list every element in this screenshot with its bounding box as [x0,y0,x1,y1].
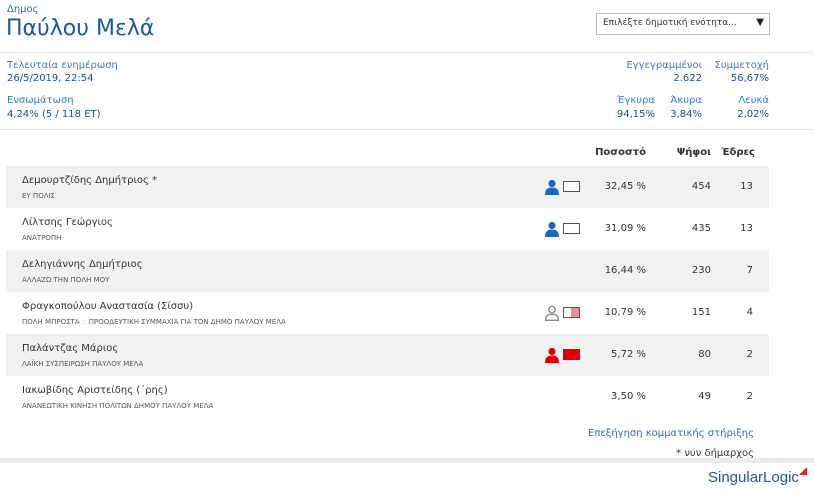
turnout-value: 56,67% [730,73,769,84]
candidate-name: Φραγκοπούλου Αναστασία (Σίσσυ) [22,301,194,312]
candidate-votes: 435 [691,223,711,234]
select-placeholder: Επιλέξτε δημοτική ενότητα... [603,18,737,28]
flag-icon [563,223,580,234]
blank-label: Λευκά [738,95,769,106]
candidate-row[interactable]: Δεμουρτζίδης Δημήτριος * ΕΥ ΠΟΛΙΣ 32,45 … [6,166,769,208]
column-header-seats: Έδρες [721,147,755,158]
person-icon [545,347,559,363]
flag-icon [563,181,580,192]
candidate-party: ΑΛΛΑΖΩ ΤΗΝ ΠΟΛΗ ΜΟΥ [22,276,110,284]
candidate-row[interactable]: Ιακωβίδης Αριστείδης (΄ρης) ΑΝΑΝΕΩΤΙΚΗ Κ… [6,376,769,418]
last-update-value: 26/5/2019, 22:54 [7,73,94,84]
candidate-name: Λίλτσης Γεώργιος [22,217,113,228]
candidate-row[interactable]: Δεληγιάννης Δημήτριος ΑΛΛΑΖΩ ΤΗΝ ΠΟΛΗ ΜΟ… [6,250,769,292]
candidate-votes: 49 [698,391,711,402]
chevron-down-icon: ▼ [756,17,764,28]
party-support [544,347,584,363]
flag-icon [563,349,580,360]
candidate-party: ΛΑΪΚΗ ΣΥΣΠΕΙΡΩΣΗ ΠΑΥΛΟΥ ΜΕΛΑ [22,360,144,368]
candidate-votes: 80 [698,349,711,360]
integration-value: 4,24% (5 / 118 ΕΤ) [7,109,101,120]
party-support-explanation-link[interactable]: Επεξήγηση κομματικής στήριξης [588,428,754,439]
candidate-name: Παλάντζας Μάριος [22,343,119,354]
municipality-label: Δημος [7,4,39,15]
candidate-percent: 31,09 % [604,223,646,234]
blank-value: 2,02% [737,109,769,120]
municipal-unit-select[interactable]: Επιλέξτε δημοτική ενότητα... ▼ [596,13,770,35]
candidate-seats: 13 [740,181,753,192]
candidate-name: Ιακωβίδης Αριστείδης (΄ρης) [22,385,168,396]
party-support [544,221,584,237]
turnout-label: Συμμετοχή [714,60,770,71]
person-icon [545,221,559,237]
page-title: Παύλου Μελά [6,16,155,41]
candidate-votes: 230 [691,265,711,276]
candidate-percent: 16,44 % [604,265,646,276]
candidate-votes: 151 [691,307,711,318]
candidate-seats: 4 [746,307,753,318]
candidate-row[interactable]: Λίλτσης Γεώργιος ΑΝΑΤΡΟΠΗ 31,09 % 435 13 [6,208,769,250]
flag-icon [563,307,580,318]
page-header: Δημος Παύλου Μελά Επιλέξτε δημοτική ενότ… [0,0,814,53]
candidate-percent: 32,45 % [604,181,646,192]
registered-label: Εγγεγραμμένοι [626,60,702,71]
footer-divider [0,458,814,463]
brand-text-2: Logic [763,469,799,486]
candidate-seats: 7 [746,265,753,276]
candidate-row[interactable]: Φραγκοπούλου Αναστασία (Σίσσυ) ΠΟΛΗ ΜΠΡΟ… [6,292,769,334]
party-support [544,179,584,195]
party-separator: :: [81,318,87,326]
candidate-seats: 13 [740,223,753,234]
column-header-votes: Ψήφοι [676,147,711,158]
candidate-party: ΠΟΛΗ ΜΠΡΟΣΤΑ :: ΠΡΟΟΔΕΥΤΙΚΗ ΣΥΜΜΑΧΙΑ ΓΙΑ… [22,318,286,326]
candidate-row[interactable]: Παλάντζας Μάριος ΛΑΪΚΗ ΣΥΣΠΕΙΡΩΣΗ ΠΑΥΛΟΥ… [6,334,769,376]
candidate-party: ΑΝΑΝΕΩΤΙΚΗ ΚΙΝΗΣΗ ΠΟΛΙΤΩΝ ΔΗΜΟΥ ΠΑΥΛΟΥ Μ… [22,402,214,410]
person-icon [545,179,559,195]
candidate-seats: 2 [746,349,753,360]
column-header-percent: Ποσοστό [595,147,646,158]
registered-value: 2.622 [673,73,702,84]
candidate-party: ΑΝΑΤΡΟΠΗ [22,234,62,242]
candidate-name: Δεμουρτζίδης Δημήτριος * [22,175,158,186]
candidate-percent: 3,50 % [611,391,646,402]
incumbent-note: * νυν δήμαρχος [676,448,754,459]
integration-label: Ενσωμάτωση [7,95,74,106]
party-support [544,305,584,321]
candidate-seats: 2 [746,391,753,402]
singularlogic-logo: SingularLogic [708,467,807,486]
brand-text-1: Singular [708,469,764,486]
invalid-value: 3,84% [670,109,702,120]
candidate-percent: 10,79 % [604,307,646,318]
invalid-label: Άκυρα [670,95,702,106]
party-name: ΠΟΛΗ ΜΠΡΟΣΤΑ [22,318,80,326]
party-name-2: ΠΡΟΟΔΕΥΤΙΚΗ ΣΥΜΜΑΧΙΑ ΓΙΑ ΤΟΝ ΔΗΜΟ ΠΑΥΛΟΥ… [88,318,286,326]
brand-mark-icon [799,467,807,475]
candidate-percent: 5,72 % [611,349,646,360]
candidate-name: Δεληγιάννης Δημήτριος [22,259,143,270]
valid-value: 94,15% [616,109,655,120]
last-update-label: Τελευταία ενημέρωση [7,60,118,71]
valid-label: Έγκυρα [617,95,655,106]
candidate-votes: 454 [691,181,711,192]
election-stats: Τελευταία ενημέρωση 26/5/2019, 22:54 Ενσ… [0,52,814,130]
person-icon [544,305,560,321]
candidate-party: ΕΥ ΠΟΛΙΣ [22,192,55,200]
